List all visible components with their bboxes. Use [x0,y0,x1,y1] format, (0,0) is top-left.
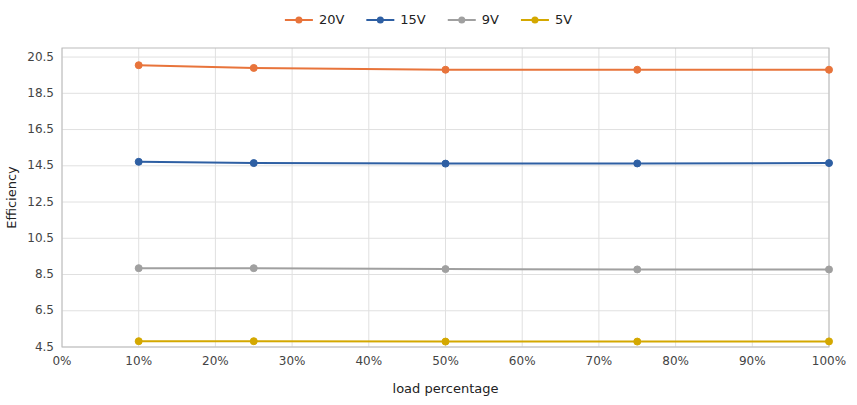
tick-label: 40% [355,354,382,368]
legend-label: 9V [482,12,499,27]
x-axis-label: load percentage [393,381,499,396]
tick-label: 6.5 [35,303,54,317]
tick-label: 8.5 [35,267,54,281]
grid [62,48,829,347]
point [250,265,257,272]
tick-label: 20.5 [27,50,54,64]
point [634,338,641,345]
tick-label: 12.5 [27,195,54,209]
point [826,160,833,167]
grid-line [215,48,216,347]
tick-label: 70% [586,354,613,368]
series-line [139,268,829,269]
point [442,266,449,273]
plot-frame [62,48,829,347]
legend-item: 15V [366,12,426,27]
point [135,265,142,272]
point [826,66,833,73]
tick-label: 30% [279,354,306,368]
point [442,338,449,345]
point [250,160,257,167]
point [442,160,449,167]
tick-label: 0% [52,354,71,368]
axes: 4.5 6.5 8.5 10.5 12.5 14.5 16.5 18.5 20.5 0% 10% 20… [4,48,846,396]
point [826,338,833,345]
tick-label: 14.5 [27,158,54,172]
tick-label: 10% [125,354,152,368]
chart: 4.5 6.5 8.5 10.5 12.5 14.5 16.5 18.5 20.5 0% 10% 20… [0,0,857,405]
tick-label: 90% [739,354,766,368]
grid-line [675,48,676,347]
grid-line [752,48,753,347]
tick-label: 4.5 [35,340,54,354]
series [135,265,832,273]
legend-item: 20V [285,12,345,27]
series [135,62,832,74]
tick-label: 20% [202,354,229,368]
point [826,266,833,273]
tick-label: 18.5 [27,86,54,100]
grid-line [368,48,369,347]
grid-line [292,48,293,347]
tick-label: 60% [509,354,536,368]
grid-line [598,48,599,347]
grid-line [445,48,446,347]
legend-marker [295,17,302,24]
series [135,158,832,167]
tick-label: 80% [662,354,689,368]
point [634,266,641,273]
grid-line [138,48,139,347]
series-line [139,162,829,164]
tick-label: 16.5 [27,122,54,136]
series-line [139,340,829,342]
point [634,66,641,73]
point [442,66,449,73]
point [135,158,142,165]
point [135,62,142,69]
legend-item: 5V [521,12,572,27]
point [250,338,257,345]
grid-line [522,48,523,347]
legend-label: 15V [400,12,426,27]
legend-marker [377,17,384,24]
legend-item: 9V [448,12,499,27]
tick-label: 10.5 [27,231,54,245]
tick-label: 100% [812,354,846,368]
point [250,64,257,71]
legend-marker [458,17,465,24]
series-line [139,65,829,70]
legend-label: 20V [319,12,345,27]
legend-marker [531,17,538,24]
legend: 20V 15V 9V 5V [285,12,572,27]
plot-data [135,62,832,345]
series [135,338,832,345]
point [634,160,641,167]
point [135,338,142,345]
y-axis-label: Efficiency [4,166,19,229]
legend-label: 5V [555,12,572,27]
tick-label: 50% [432,354,459,368]
